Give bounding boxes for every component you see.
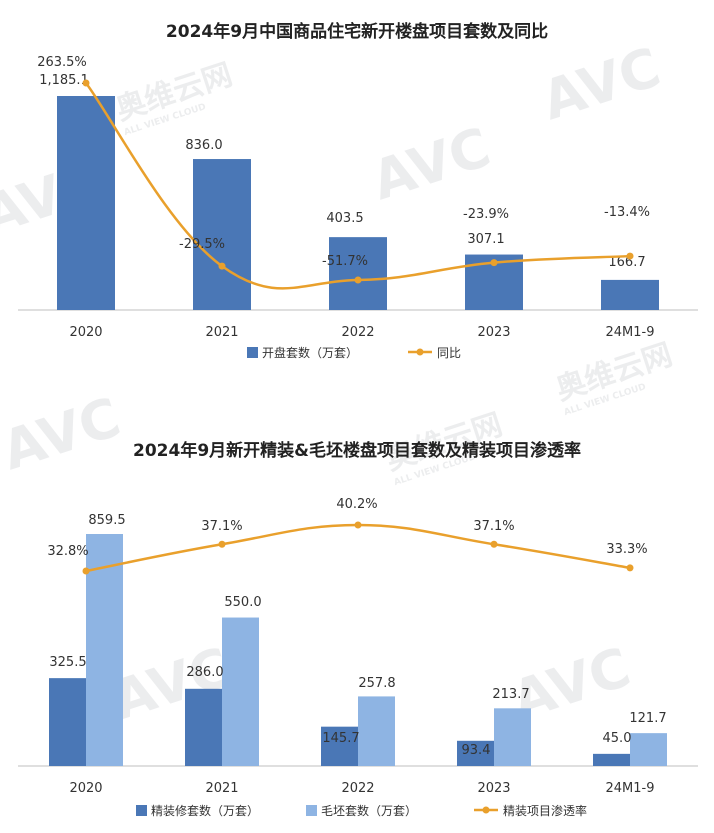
chart-2-bar-label-rough: 121.7 <box>629 711 666 726</box>
chart-2-rate-point <box>354 521 362 529</box>
chart-2-line-label: 32.8% <box>47 544 88 559</box>
chart-2-bar-label-finished: 93.4 <box>462 743 491 758</box>
chart-2-legend-marker <box>482 806 490 814</box>
chart-1-line-label: -23.9% <box>463 207 509 222</box>
watermark: AVC <box>365 116 498 213</box>
chart-1-yoy-point <box>626 252 634 260</box>
chart-2-bar-rough <box>630 733 667 766</box>
chart-2-title: 2024年9月新开精装&毛坯楼盘项目套数及精装项目渗透率 <box>133 440 581 461</box>
chart-2-bar-rough <box>222 617 259 766</box>
chart-2-legend-rough: 毛坯套数（万套） <box>321 803 417 818</box>
chart-1-x-tick: 2023 <box>477 325 510 340</box>
chart-2-rate-point <box>626 564 634 572</box>
chart-2-bar-label-rough: 550.0 <box>224 595 261 610</box>
chart-2-x-tick: 2021 <box>205 781 238 796</box>
chart-1-legend-marker <box>416 348 424 356</box>
chart-2-bar-finished <box>321 726 358 766</box>
chart-2-bar-label-rough: 257.8 <box>358 676 395 691</box>
chart-1-bar-label: 836.0 <box>185 138 222 153</box>
chart-1-x-tick: 2020 <box>69 325 102 340</box>
chart-1-line-label: -51.7% <box>322 254 368 269</box>
chart-2-line-label: 37.1% <box>473 519 514 534</box>
chart-1-yoy-point <box>218 262 226 270</box>
chart-2-legend-finished: 精装修套数（万套） <box>151 803 259 818</box>
chart-2: 2024年9月新开精装&毛坯楼盘项目套数及精装项目渗透率 2020 2021 2022… <box>18 440 698 818</box>
chart-2-bar-finished <box>49 678 86 766</box>
chart-1-bar-label: 1,185.1 <box>39 73 89 88</box>
chart-1-x-tick: 2021 <box>205 325 238 340</box>
chart-2-line-label: 40.2% <box>336 497 377 512</box>
watermark-brand: AVC <box>365 116 498 213</box>
chart-1-legend-line: 同比 <box>437 346 461 360</box>
chart-1-legend-swatch-bars <box>247 347 258 358</box>
chart-2-bar-finished <box>593 753 630 766</box>
chart-2-bar-label-finished: 145.7 <box>322 731 359 746</box>
chart-2-rate-line <box>85 523 631 573</box>
chart-1-line-label: -13.4% <box>604 205 650 220</box>
watermark: AVC <box>0 386 128 483</box>
chart-2-bar-label-rough: 213.7 <box>492 687 529 702</box>
chart-1-bar <box>601 279 659 310</box>
chart-1-bar <box>57 96 115 310</box>
chart-1-bar <box>193 159 251 310</box>
chart-1-yoy-point <box>490 259 498 267</box>
chart-1-yoy-line <box>84 82 631 290</box>
chart-2-legend-line: 精装项目渗透率 <box>503 803 587 818</box>
watermark-brand: AVC <box>0 386 128 483</box>
chart-2-rate-point <box>218 540 226 548</box>
chart-2-legend-swatch-finished <box>136 805 147 816</box>
chart-2-line-label: 33.3% <box>606 542 647 557</box>
chart-1-line-label: -29.5% <box>179 237 225 252</box>
chart-2-bar-rough <box>86 534 123 766</box>
chart-2-bar-rough <box>494 708 531 766</box>
chart-2-bar-label-rough: 859.5 <box>88 513 125 528</box>
chart-2-bar-label-finished: 286.0 <box>186 665 223 680</box>
chart-1-legend-bars: 开盘套数（万套） <box>262 345 358 360</box>
chart-1-yoy-point <box>82 79 90 87</box>
chart-1-x-tick: 2022 <box>341 325 374 340</box>
chart-2-x-tick: 2023 <box>477 781 510 796</box>
chart-2-bar-finished <box>185 688 222 766</box>
chart-2-rate-point <box>490 540 498 548</box>
chart-2-bar-rough <box>358 696 395 766</box>
chart-1-bar-label: 403.5 <box>326 211 363 226</box>
chart-2-x-tick: 24M1-9 <box>606 781 655 796</box>
chart-2-rate-point <box>82 567 90 575</box>
chart-2-x-tick: 2020 <box>69 781 102 796</box>
chart-1-line-label: 263.5% <box>37 55 87 70</box>
watermark: AVC <box>535 36 668 133</box>
chart-2-bar-finished <box>457 740 494 766</box>
chart-1-bar-label: 307.1 <box>467 232 504 247</box>
chart-1: 2024年9月中国商品住宅新开楼盘项目套数及同比 2020 2021 2022 2023… <box>18 21 698 360</box>
chart-1-bar-label: 166.7 <box>608 255 645 270</box>
chart-2-bar-label-finished: 325.5 <box>49 655 86 670</box>
chart-2-bar-label-finished: 45.0 <box>603 731 632 746</box>
watermark-brand: AVC <box>535 36 668 133</box>
chart-1-title: 2024年9月中国商品住宅新开楼盘项目套数及同比 <box>166 21 548 42</box>
chart-2-legend-swatch-rough <box>306 805 317 816</box>
chart-1-bar <box>329 237 387 310</box>
chart-1-x-tick: 24M1-9 <box>606 325 655 340</box>
chart-1-yoy-point <box>354 276 362 284</box>
chart-2-x-tick: 2022 <box>341 781 374 796</box>
chart-2-line-label: 37.1% <box>201 519 242 534</box>
